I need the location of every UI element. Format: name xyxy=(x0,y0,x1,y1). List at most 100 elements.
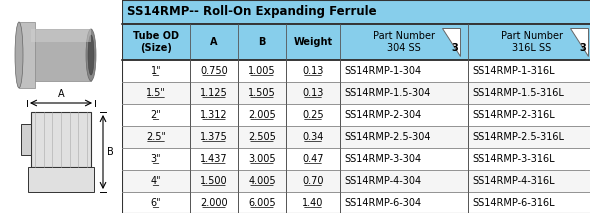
Bar xyxy=(238,60,286,82)
Bar xyxy=(468,82,590,104)
Text: SS14RMP-3-304: SS14RMP-3-304 xyxy=(344,154,421,164)
Bar xyxy=(122,170,190,192)
Text: SS14RMP-2.5-304: SS14RMP-2.5-304 xyxy=(344,132,431,142)
Polygon shape xyxy=(570,28,588,56)
Bar xyxy=(340,170,468,192)
Ellipse shape xyxy=(86,29,96,81)
Text: SS14RMP-4-304: SS14RMP-4-304 xyxy=(344,176,421,186)
Bar xyxy=(28,167,94,192)
Bar xyxy=(238,192,286,213)
Text: 0.750: 0.750 xyxy=(200,66,228,76)
Bar xyxy=(122,60,190,82)
Text: 2.505: 2.505 xyxy=(248,132,276,142)
Text: 1.500: 1.500 xyxy=(200,176,228,186)
Text: 1.375: 1.375 xyxy=(200,132,228,142)
Bar xyxy=(340,192,468,213)
Bar xyxy=(122,192,190,213)
Text: 1.5": 1.5" xyxy=(146,88,166,98)
Text: SS14RMP-6-304: SS14RMP-6-304 xyxy=(344,198,421,208)
Text: 1.125: 1.125 xyxy=(200,88,228,98)
Bar xyxy=(286,148,340,170)
Bar xyxy=(286,82,340,104)
Text: 0.34: 0.34 xyxy=(302,132,324,142)
Text: 0.70: 0.70 xyxy=(302,176,324,186)
Bar xyxy=(340,82,468,104)
Text: Tube OD
(Size): Tube OD (Size) xyxy=(133,31,179,53)
Bar xyxy=(31,112,91,167)
Bar xyxy=(340,148,468,170)
Ellipse shape xyxy=(88,35,94,75)
Text: 0.13: 0.13 xyxy=(302,66,324,76)
Text: SS14RMP-1-316L: SS14RMP-1-316L xyxy=(472,66,555,76)
Bar xyxy=(340,104,468,126)
Bar xyxy=(286,170,340,192)
Bar xyxy=(468,192,590,213)
Text: 3.005: 3.005 xyxy=(248,154,276,164)
Bar xyxy=(190,60,238,82)
Bar xyxy=(122,82,190,104)
Bar xyxy=(238,148,286,170)
Polygon shape xyxy=(442,28,460,56)
Bar xyxy=(122,24,590,60)
Text: 6.005: 6.005 xyxy=(248,198,276,208)
Bar xyxy=(19,22,35,88)
Text: SS14RMP-1-304: SS14RMP-1-304 xyxy=(344,66,421,76)
Text: 0.47: 0.47 xyxy=(302,154,324,164)
Text: 3": 3" xyxy=(150,154,161,164)
Bar xyxy=(238,104,286,126)
Bar xyxy=(468,126,590,148)
Bar xyxy=(122,0,590,213)
Text: SS14RMP-3-316L: SS14RMP-3-316L xyxy=(472,154,555,164)
Bar xyxy=(190,126,238,148)
Bar xyxy=(190,192,238,213)
Text: B: B xyxy=(107,147,114,157)
Text: 2.000: 2.000 xyxy=(200,198,228,208)
Bar xyxy=(286,126,340,148)
Text: 1.312: 1.312 xyxy=(200,110,228,120)
Text: SS14RMP-1.5-304: SS14RMP-1.5-304 xyxy=(344,88,430,98)
Text: 2.5": 2.5" xyxy=(146,132,166,142)
Bar xyxy=(122,148,190,170)
Bar xyxy=(122,126,190,148)
Bar xyxy=(122,0,590,24)
Text: A: A xyxy=(58,89,64,99)
Bar xyxy=(31,29,91,42)
Text: 1.005: 1.005 xyxy=(248,66,276,76)
Bar xyxy=(238,170,286,192)
Text: 3: 3 xyxy=(451,43,458,53)
Text: SS14RMP-2.5-316L: SS14RMP-2.5-316L xyxy=(472,132,564,142)
Text: SS14RMP-4-316L: SS14RMP-4-316L xyxy=(472,176,555,186)
Text: 3: 3 xyxy=(579,43,586,53)
Text: Part Number
316L SS: Part Number 316L SS xyxy=(501,31,563,53)
Text: 1.40: 1.40 xyxy=(302,198,324,208)
Bar xyxy=(340,60,468,82)
Bar xyxy=(468,104,590,126)
Bar xyxy=(286,192,340,213)
Text: 0.25: 0.25 xyxy=(302,110,324,120)
Text: 1.505: 1.505 xyxy=(248,88,276,98)
Text: 2": 2" xyxy=(150,110,162,120)
Text: 0.13: 0.13 xyxy=(302,88,324,98)
Text: SS14RMP-- Roll-On Expanding Ferrule: SS14RMP-- Roll-On Expanding Ferrule xyxy=(127,6,376,19)
Text: 1": 1" xyxy=(150,66,161,76)
Text: 4": 4" xyxy=(150,176,161,186)
Bar xyxy=(190,82,238,104)
Text: Part Number
304 SS: Part Number 304 SS xyxy=(373,31,435,53)
Bar xyxy=(31,29,91,81)
Text: SS14RMP-6-316L: SS14RMP-6-316L xyxy=(472,198,555,208)
Bar xyxy=(190,170,238,192)
Text: B: B xyxy=(258,37,266,47)
Bar xyxy=(286,60,340,82)
Bar xyxy=(468,148,590,170)
Bar xyxy=(190,148,238,170)
Text: 6": 6" xyxy=(150,198,161,208)
Text: SS14RMP-2-316L: SS14RMP-2-316L xyxy=(472,110,555,120)
Bar xyxy=(238,126,286,148)
Bar xyxy=(190,104,238,126)
Bar xyxy=(340,126,468,148)
Text: Weight: Weight xyxy=(293,37,333,47)
Bar xyxy=(122,104,190,126)
Bar xyxy=(0,0,122,213)
Ellipse shape xyxy=(15,22,23,88)
Bar xyxy=(468,170,590,192)
